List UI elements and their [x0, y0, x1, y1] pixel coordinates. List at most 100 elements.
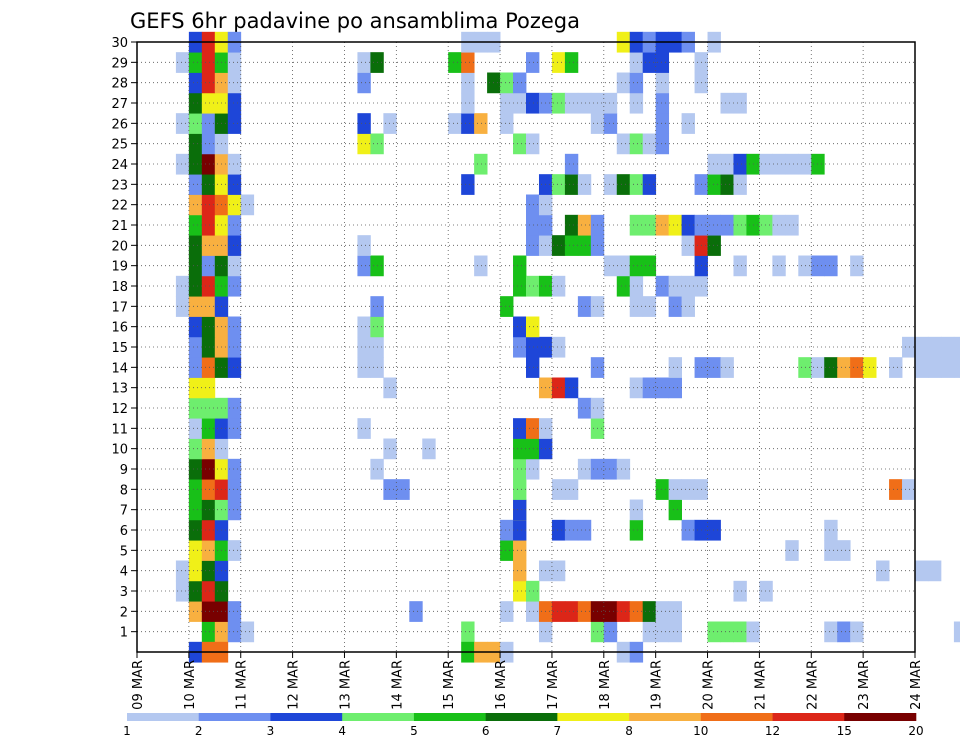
- heatmap-cell: [876, 560, 890, 582]
- heatmap-cell: [461, 174, 475, 195]
- heatmap-cell: [201, 397, 216, 419]
- heatmap-cell: [357, 357, 371, 378]
- heatmap-cell: [668, 621, 682, 643]
- y-tick-label: 6: [120, 524, 128, 539]
- colorbar-swatch: [772, 713, 845, 721]
- x-tick-label: 10 MAR: [183, 660, 198, 710]
- heatmap-cell: [409, 601, 423, 622]
- heatmap-cell: [500, 92, 514, 114]
- heatmap-cell: [655, 133, 670, 155]
- heatmap-cell: [201, 519, 216, 541]
- colorbar-swatch: [413, 713, 486, 721]
- heatmap-cell: [188, 418, 203, 439]
- heatmap-cell: [188, 133, 203, 155]
- heatmap-cell: [227, 621, 242, 643]
- heatmap-cell: [681, 275, 695, 297]
- heatmap-cell: [227, 72, 242, 94]
- heatmap-cell: [513, 458, 527, 480]
- y-tick-label: 13: [111, 382, 128, 397]
- heatmap-cell: [526, 438, 540, 460]
- heatmap-cell: [668, 214, 682, 236]
- y-tick-label: 26: [111, 117, 128, 132]
- heatmap-cell: [175, 52, 190, 73]
- heatmap-cell: [850, 255, 864, 277]
- heatmap-cell: [850, 621, 864, 643]
- heatmap-cell: [824, 519, 838, 541]
- colorbar-label: 3: [267, 724, 275, 738]
- heatmap-cell: [188, 316, 203, 338]
- y-tick-label: 15: [111, 341, 128, 356]
- heatmap-cell: [564, 52, 579, 73]
- heatmap-cell: [513, 540, 527, 561]
- heatmap-cell: [201, 479, 216, 500]
- heatmap-cell: [201, 194, 216, 216]
- heatmap-cell: [526, 194, 540, 216]
- heatmap-cell: [513, 92, 527, 114]
- heatmap-cell: [227, 499, 242, 521]
- heatmap-cell: [616, 458, 631, 480]
- heatmap-cell: [188, 52, 203, 73]
- heatmap-cell: [577, 92, 592, 114]
- heatmap-cell: [837, 357, 851, 378]
- heatmap-cell: [357, 235, 371, 256]
- heatmap-cell: [188, 235, 203, 256]
- heatmap-cell: [603, 621, 618, 643]
- y-tick-label: 24: [111, 158, 128, 173]
- heatmap-cell: [616, 275, 631, 297]
- heatmap-cell: [474, 113, 488, 134]
- heatmap-cell: [188, 92, 203, 114]
- heatmap-cell: [526, 336, 540, 358]
- heatmap-cell: [668, 357, 682, 378]
- heatmap-cell: [668, 377, 682, 399]
- heatmap-cell: [188, 479, 203, 500]
- heatmap-cell: [824, 255, 838, 277]
- heatmap-cell: [655, 601, 670, 622]
- heatmap-cell: [201, 357, 216, 378]
- heatmap-cell: [564, 174, 579, 195]
- heatmap-cell: [551, 601, 566, 622]
- heatmap-cell: [526, 235, 540, 256]
- y-tick-label: 2: [120, 605, 128, 620]
- heatmap-cell: [720, 214, 734, 236]
- heatmap-cell: [422, 438, 436, 460]
- heatmap-cell: [188, 336, 203, 358]
- heatmap-cell: [629, 601, 644, 622]
- heatmap-cell: [461, 621, 475, 643]
- heatmap-cell: [759, 153, 773, 175]
- heatmap-cell: [889, 479, 903, 500]
- colorbar-swatch: [485, 713, 558, 721]
- heatmap-cell: [629, 275, 644, 297]
- heatmap-cell: [357, 113, 371, 134]
- heatmap-cell: [785, 214, 799, 236]
- heatmap-cell: [357, 336, 371, 358]
- heatmap-cell: [227, 418, 242, 439]
- heatmap-cell: [655, 214, 670, 236]
- colorbar-label: 1: [123, 724, 131, 738]
- x-axis: 09 MAR 10 MAR 11 MAR 12 MAR 13 MAR 14 MAR 15 M…: [131, 652, 924, 710]
- x-tick-label: 24 MAR: [909, 660, 924, 710]
- heatmap-cell: [357, 52, 371, 73]
- x-tick-label: 15 MAR: [442, 660, 457, 710]
- heatmap-cell: [603, 601, 618, 622]
- x-tick-label: 19 MAR: [650, 660, 665, 710]
- colorbar-swatch: [700, 713, 773, 721]
- heatmap-cell: [526, 52, 540, 73]
- heatmap-cell: [526, 580, 540, 602]
- heatmap-cell: [513, 72, 527, 94]
- heatmap-cell: [837, 540, 851, 561]
- heatmap-cell: [551, 519, 566, 541]
- heatmap-cell: [201, 133, 216, 155]
- heatmap-cell: [227, 52, 242, 73]
- heatmap-cell: [227, 255, 242, 277]
- heatmap-cell: [551, 479, 566, 500]
- y-tick-label: 4: [120, 565, 128, 580]
- heatmap-cell: [227, 153, 242, 175]
- heatmap-cell: [953, 357, 960, 378]
- heatmap-cell: [448, 113, 462, 134]
- heatmap-cell: [629, 92, 644, 114]
- y-tick-label: 12: [111, 402, 128, 417]
- heatmap-cell: [798, 255, 812, 277]
- heatmap-cell: [188, 255, 203, 277]
- heatmap-cell: [707, 357, 721, 378]
